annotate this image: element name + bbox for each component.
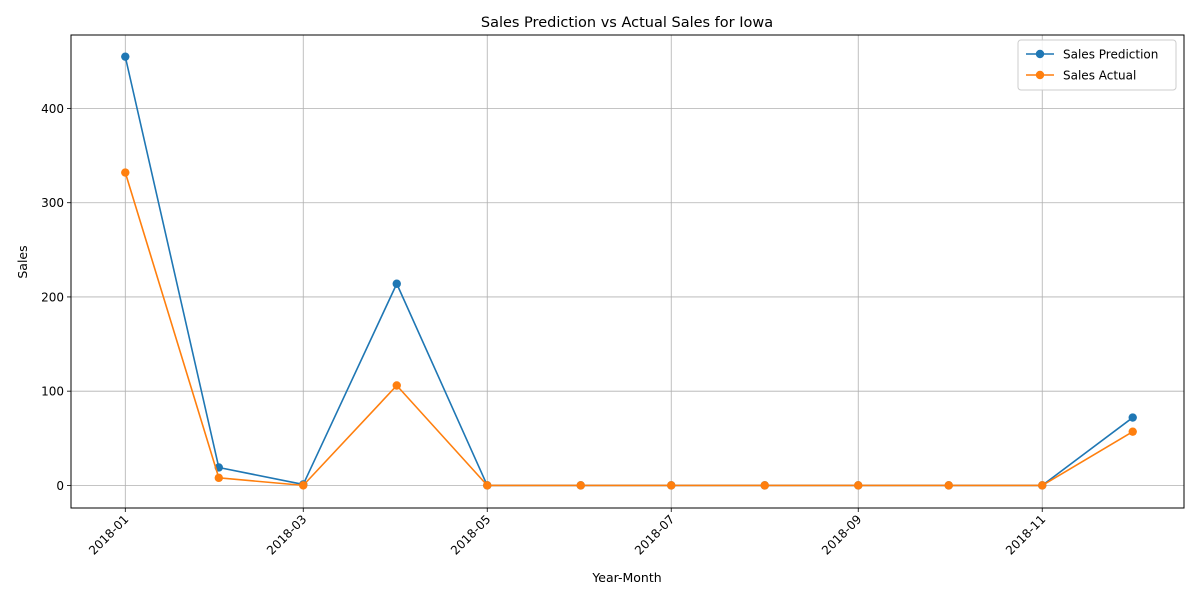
plot-series <box>121 52 1137 490</box>
data-point <box>576 481 585 490</box>
data-point <box>483 481 492 490</box>
legend-box <box>1017 39 1177 91</box>
data-point <box>760 481 769 490</box>
series-prediction <box>121 52 1137 490</box>
plot-area-frame <box>70 34 1185 509</box>
x-tick-label: 2018-01 <box>86 512 131 557</box>
data-point <box>392 381 401 390</box>
chart-title: Sales Prediction vs Actual Sales for Iow… <box>481 15 773 31</box>
series-line <box>124 172 1134 487</box>
legend-label: Sales Prediction <box>1063 48 1158 62</box>
x-tick-label: 2018-11 <box>1003 512 1048 557</box>
data-point <box>392 279 401 288</box>
x-axis-label: Year-Month <box>591 570 661 585</box>
grid-lines <box>71 35 1184 508</box>
legend-marker <box>1035 70 1045 80</box>
data-point <box>1038 481 1047 490</box>
data-point <box>667 481 676 490</box>
y-axis-label: Sales <box>15 245 30 278</box>
data-point <box>1128 427 1137 436</box>
x-tick-label: 2018-03 <box>264 512 309 557</box>
legend-label: Sales Actual <box>1063 69 1136 83</box>
x-tick-label: 2018-07 <box>632 512 677 557</box>
y-tick-label: 100 <box>41 385 64 399</box>
data-point <box>299 481 308 490</box>
axis-ticks: 2018-01 2018-03 2018-05 2018-07 2018-09 2018-… <box>41 102 1048 558</box>
x-tick-label: 2018-09 <box>819 512 864 557</box>
data-point <box>121 168 130 177</box>
series-line <box>124 56 1134 487</box>
y-tick-label: 200 <box>41 290 64 304</box>
data-point <box>121 52 130 61</box>
data-point <box>214 473 223 483</box>
x-tick-label: 2018-05 <box>448 512 493 557</box>
data-point <box>1128 413 1137 422</box>
legend: Sales Prediction Sales Actual <box>1017 39 1177 91</box>
data-point <box>854 481 863 490</box>
y-tick-label: 400 <box>41 102 64 116</box>
y-tick-label: 0 <box>56 479 64 493</box>
legend-marker <box>1035 49 1045 59</box>
series-actual <box>121 168 1137 490</box>
data-point <box>944 481 953 490</box>
y-tick-label: 300 <box>41 196 64 210</box>
